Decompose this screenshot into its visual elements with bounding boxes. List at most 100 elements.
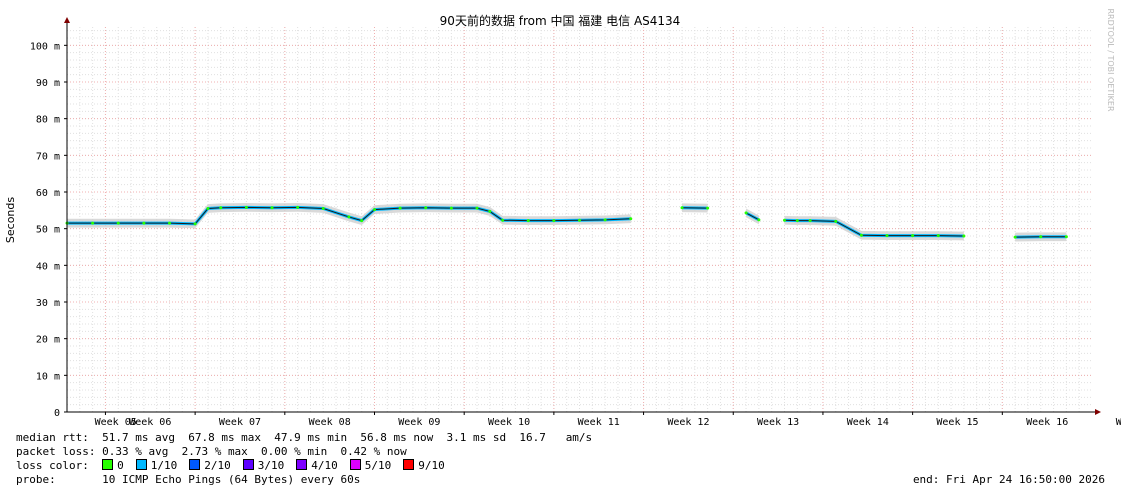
loss-color-row: loss color: 0 1/10 2/10 3/10 4/10 5/10 9/10: [16, 459, 457, 473]
loss-color-swatch: [242, 459, 254, 470]
y-tick-label: 10 m: [36, 371, 60, 382]
loss-color-swatch: [189, 459, 201, 470]
rtt-point: [321, 207, 325, 210]
packet-loss-values: 0.33 % avg 2.73 % max 0.00 % min 0.42 % …: [102, 445, 407, 458]
y-tick-label: 50 m: [36, 225, 60, 236]
rtt-point: [1039, 235, 1043, 239]
y-tick-label: 40 m: [36, 261, 60, 272]
y-axis-arrow: [64, 17, 70, 23]
rtt-point: [1064, 235, 1068, 239]
median-rtt-label: median rtt:: [16, 431, 89, 444]
probe-row: probe: 10 ICMP Echo Pings (64 Bytes) eve…: [16, 473, 360, 487]
chart-series: [65, 203, 1068, 242]
x-tick-label: Week 16: [1026, 417, 1068, 428]
rtt-point: [475, 206, 479, 210]
chart-title: 90天前的数据 from 中国 福建 电信 AS4134: [440, 13, 681, 28]
rtt-point: [629, 217, 633, 221]
loss-color-item: 1/10: [135, 459, 177, 473]
rtt-point: [168, 221, 171, 225]
rtt-point: [206, 207, 210, 210]
rtt-point: [744, 211, 748, 215]
rtt-point: [578, 218, 581, 222]
rtt-chart: 0 10 m 20 m 30 m 40 m 50 m 60 m 70 m 80 m 90 m 100…: [4, 8, 1121, 428]
rtt-point: [962, 234, 966, 238]
loss-color-item: 2/10: [189, 459, 231, 473]
rtt-point: [347, 215, 351, 219]
x-tick-label: Week 17: [1116, 417, 1121, 428]
y-tick-label: 80 m: [36, 115, 60, 126]
rtt-point: [488, 209, 492, 213]
loss-color-swatch: [349, 459, 361, 470]
loss-color-label-text: 4/10: [311, 459, 338, 472]
loss-color-swatch: [296, 459, 308, 470]
rtt-point: [783, 218, 786, 222]
y-tick-label: 90 m: [36, 78, 60, 89]
x-tick-label: Week 13: [757, 417, 799, 428]
rtt-point: [244, 205, 248, 209]
rtt-point: [398, 206, 402, 210]
rtt-point: [795, 219, 799, 223]
y-tick-label: 0: [54, 408, 60, 419]
loss-color-label-text: 3/10: [257, 459, 285, 472]
loss-color-item: 9/10: [403, 459, 445, 473]
rtt-point: [1013, 235, 1017, 239]
x-tick-label: Week 08: [309, 417, 351, 428]
loss-color-item: 3/10: [242, 459, 285, 473]
x-axis-arrow: [1095, 409, 1101, 415]
rrdtool-watermark: RRDTOOL / TOBI OETIKER: [1106, 8, 1115, 111]
rtt-point: [424, 206, 428, 210]
loss-color-item: 5/10: [349, 459, 392, 473]
rtt-point: [552, 219, 556, 223]
x-tick-label: Week 15: [936, 417, 978, 428]
y-tick-label: 30 m: [36, 298, 60, 309]
x-tick-label: Week 14: [847, 417, 889, 428]
loss-color-item: 4/10: [296, 459, 338, 473]
x-tick-label: Week 06: [129, 417, 171, 428]
rtt-point: [219, 206, 223, 210]
rtt-point: [449, 206, 453, 210]
end-timestamp: end: Fri Apr 24 16:50:00 2026: [912, 473, 1105, 486]
median-rtt-values: 51.7 ms avg 67.8 ms max 47.9 ms min 56.8…: [102, 431, 593, 444]
median-rtt-row: median rtt: 51.7 ms avg 67.8 ms max 47.9…: [16, 431, 592, 445]
probe-value: 10 ICMP Echo Pings (64 Bytes) every 60s: [102, 473, 361, 486]
rtt-point: [116, 221, 120, 225]
rtt-point: [91, 221, 95, 225]
x-tick-label: Week 07: [219, 417, 261, 428]
rtt-point: [501, 218, 505, 222]
rtt-point: [936, 234, 940, 238]
y-tick-label: 60 m: [36, 188, 60, 199]
rtt-point: [142, 221, 146, 225]
x-tick-label: Week 12: [667, 417, 709, 428]
loss-color-swatch: [135, 459, 147, 470]
y-tick-label: 20 m: [36, 335, 60, 346]
chart-axes: 0 10 m 20 m 30 m 40 m 50 m 60 m 70 m 80 m 90 m 100…: [30, 17, 1121, 428]
loss-color-legend: 0 1/10 2/10 3/10 4/10 5/10 9/10: [102, 459, 457, 472]
loss-color-label-text: 2/10: [204, 459, 231, 472]
rtt-point: [193, 222, 197, 226]
rtt-point: [360, 219, 364, 223]
loss-color-label: loss color:: [16, 459, 89, 472]
rtt-point: [757, 218, 761, 222]
loss-color-swatch: [403, 459, 415, 470]
rtt-point: [911, 234, 915, 238]
rtt-median-core: [745, 212, 760, 221]
rtt-point: [373, 208, 376, 212]
packet-loss-row: packet loss: 0.33 % avg 2.73 % max 0.00 …: [16, 445, 407, 459]
rtt-point: [706, 206, 710, 210]
x-tick-label: Week 05: [95, 417, 137, 428]
x-tick-label: Week 09: [398, 417, 440, 428]
rtt-median-core: [67, 206, 631, 225]
rtt-point: [296, 205, 300, 209]
rtt-point: [834, 219, 838, 223]
loss-color-label-text: 9/10: [418, 459, 445, 472]
rtt-point: [270, 206, 274, 210]
loss-color-label-text: 0: [117, 459, 124, 472]
y-axis-label: Seconds: [4, 197, 17, 243]
rtt-point: [526, 219, 530, 223]
rtt-point: [885, 234, 889, 238]
y-tick-label: 100 m: [30, 41, 60, 52]
loss-color-label-text: 5/10: [364, 459, 392, 472]
probe-label: probe:: [16, 473, 56, 486]
x-tick-label: Week 11: [578, 417, 620, 428]
rtt-point: [859, 233, 863, 237]
